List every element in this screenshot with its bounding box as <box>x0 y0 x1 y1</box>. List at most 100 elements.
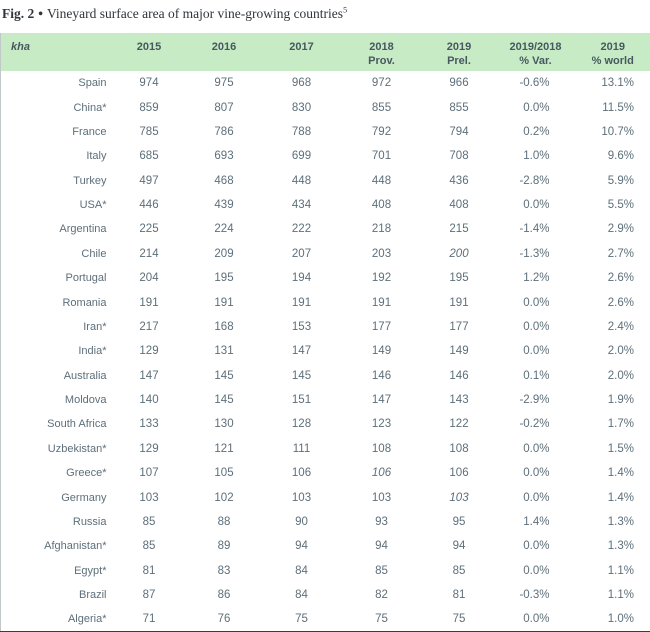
value-cell: 103 <box>340 485 423 510</box>
value-cell: 130 <box>185 412 263 437</box>
table-row: Argentina 225 224 222 218 215 -1.4% 2.9% <box>0 217 650 242</box>
value-cell: 204 <box>112 266 186 291</box>
value-cell: 85 <box>340 558 423 583</box>
value-cell: 133 <box>112 412 186 437</box>
country-cell: France <box>0 119 113 145</box>
table-header: kha 2015 2016 2017 2018 Prov. 2019 Prel. 2019/2… <box>0 33 650 71</box>
value-cell: 131 <box>185 339 263 364</box>
value-cell: 436 <box>422 168 496 193</box>
value-cell: 194 <box>262 266 341 291</box>
value-cell: 434 <box>262 192 341 218</box>
value-cell: 129 <box>112 436 186 461</box>
value-cell: -1.3% <box>495 241 576 266</box>
value-cell: 145 <box>262 363 341 388</box>
value-cell: 972 <box>340 71 423 96</box>
value-cell: 143 <box>422 387 496 413</box>
value-cell: 83 <box>185 558 263 583</box>
column-header: 2019/2018% Var. <box>495 33 576 71</box>
value-cell: 222 <box>262 217 341 242</box>
table-row: Italy 685 693 699 701 708 1.0% 9.6% <box>0 144 650 169</box>
value-cell: 2.7% <box>575 241 650 266</box>
value-cell: -0.2% <box>495 412 576 437</box>
value-cell: 214 <box>112 241 186 266</box>
value-cell: -0.6% <box>495 71 576 96</box>
value-cell: 1.0% <box>495 144 576 169</box>
table-row: Afghanistan* 85 89 94 94 94 0.0% 1.3% <box>0 534 650 559</box>
value-cell: 103 <box>112 485 186 510</box>
value-cell: 448 <box>262 168 341 193</box>
figure-title: Fig. 2 • Vineyard surface area of major vi… <box>0 0 650 33</box>
value-cell: 1.4% <box>575 461 650 486</box>
value-cell: 209 <box>185 241 263 266</box>
value-cell: 468 <box>185 168 263 193</box>
value-cell: 81 <box>112 558 186 583</box>
value-cell: 85 <box>112 534 186 559</box>
value-cell: 146 <box>340 363 423 388</box>
table-row: South Africa 133 130 128 123 122 -0.2% 1.7% <box>0 412 650 437</box>
value-cell: 1.0% <box>575 607 650 632</box>
table-row: Portugal 204 195 194 192 195 1.2% 2.6% <box>0 266 650 291</box>
column-header: 2017 <box>262 33 341 71</box>
value-cell: 87 <box>112 582 186 608</box>
value-cell: 2.6% <box>575 266 650 291</box>
table-row: Iran* 217 168 153 177 177 0.0% 2.4% <box>0 314 650 340</box>
value-cell: 146 <box>422 363 496 388</box>
figure-title-text: Vineyard surface area of major vine-grow… <box>46 6 344 21</box>
value-cell: 215 <box>422 217 496 242</box>
value-cell: 94 <box>422 534 496 559</box>
value-cell: 75 <box>262 607 341 632</box>
value-cell: 106 <box>262 461 341 486</box>
value-cell: 149 <box>422 339 496 364</box>
country-cell: Australia <box>0 363 113 388</box>
table-row: Romania 191 191 191 191 191 0.0% 2.6% <box>0 290 650 315</box>
country-cell: Russia <box>0 509 113 535</box>
value-cell: 974 <box>112 71 186 96</box>
table-row: Brazil 87 86 84 82 81 -0.3% 1.1% <box>0 582 650 608</box>
value-cell: 855 <box>422 95 496 120</box>
value-cell: 200 <box>422 241 496 266</box>
value-cell: 106 <box>340 461 423 486</box>
value-cell: 111 <box>262 436 341 461</box>
table-row: Chile 214 209 207 203 200 -1.3% 2.7% <box>0 241 650 266</box>
table-row: Algeria* 71 76 75 75 75 0.0% 1.0% <box>0 607 650 632</box>
value-cell: 218 <box>340 217 423 242</box>
value-cell: 2.4% <box>575 314 650 340</box>
value-cell: 195 <box>185 266 263 291</box>
country-cell: Germany <box>0 485 113 510</box>
value-cell: 108 <box>422 436 496 461</box>
value-cell: 147 <box>112 363 186 388</box>
value-cell: 0.0% <box>495 607 576 632</box>
value-cell: 225 <box>112 217 186 242</box>
value-cell: 1.4% <box>495 509 576 535</box>
value-cell: 81 <box>422 582 496 608</box>
value-cell: 1.1% <box>575 582 650 608</box>
value-cell: 685 <box>112 144 186 169</box>
value-cell: 1.1% <box>575 558 650 583</box>
country-cell: India* <box>0 339 113 364</box>
value-cell: -2.8% <box>495 168 576 193</box>
country-cell: Romania <box>0 290 113 315</box>
value-cell: 0.0% <box>495 436 576 461</box>
country-cell: Turkey <box>0 168 113 193</box>
value-cell: 122 <box>422 412 496 437</box>
table-row: USA* 446 439 434 408 408 0.0% 5.5% <box>0 192 650 218</box>
column-header: 2015 <box>112 33 186 71</box>
value-cell: 9.6% <box>575 144 650 169</box>
value-cell: 708 <box>422 144 496 169</box>
table-row: Russia 85 88 90 93 95 1.4% 1.3% <box>0 509 650 535</box>
country-cell: Argentina <box>0 217 113 242</box>
value-cell: 192 <box>340 266 423 291</box>
table-row: India* 129 131 147 149 149 0.0% 2.0% <box>0 339 650 364</box>
value-cell: 82 <box>340 582 423 608</box>
value-cell: 203 <box>340 241 423 266</box>
country-cell: Portugal <box>0 266 113 291</box>
footnote-marker: 5 <box>343 5 348 15</box>
table-row: Germany 103 102 103 103 103 0.0% 1.4% <box>0 485 650 510</box>
column-header: 2018 Prov. <box>340 33 423 71</box>
value-cell: 191 <box>185 290 263 315</box>
value-cell: 107 <box>112 461 186 486</box>
value-cell: 108 <box>340 436 423 461</box>
value-cell: 75 <box>340 607 423 632</box>
value-cell: 151 <box>262 387 341 413</box>
value-cell: 2.0% <box>575 363 650 388</box>
